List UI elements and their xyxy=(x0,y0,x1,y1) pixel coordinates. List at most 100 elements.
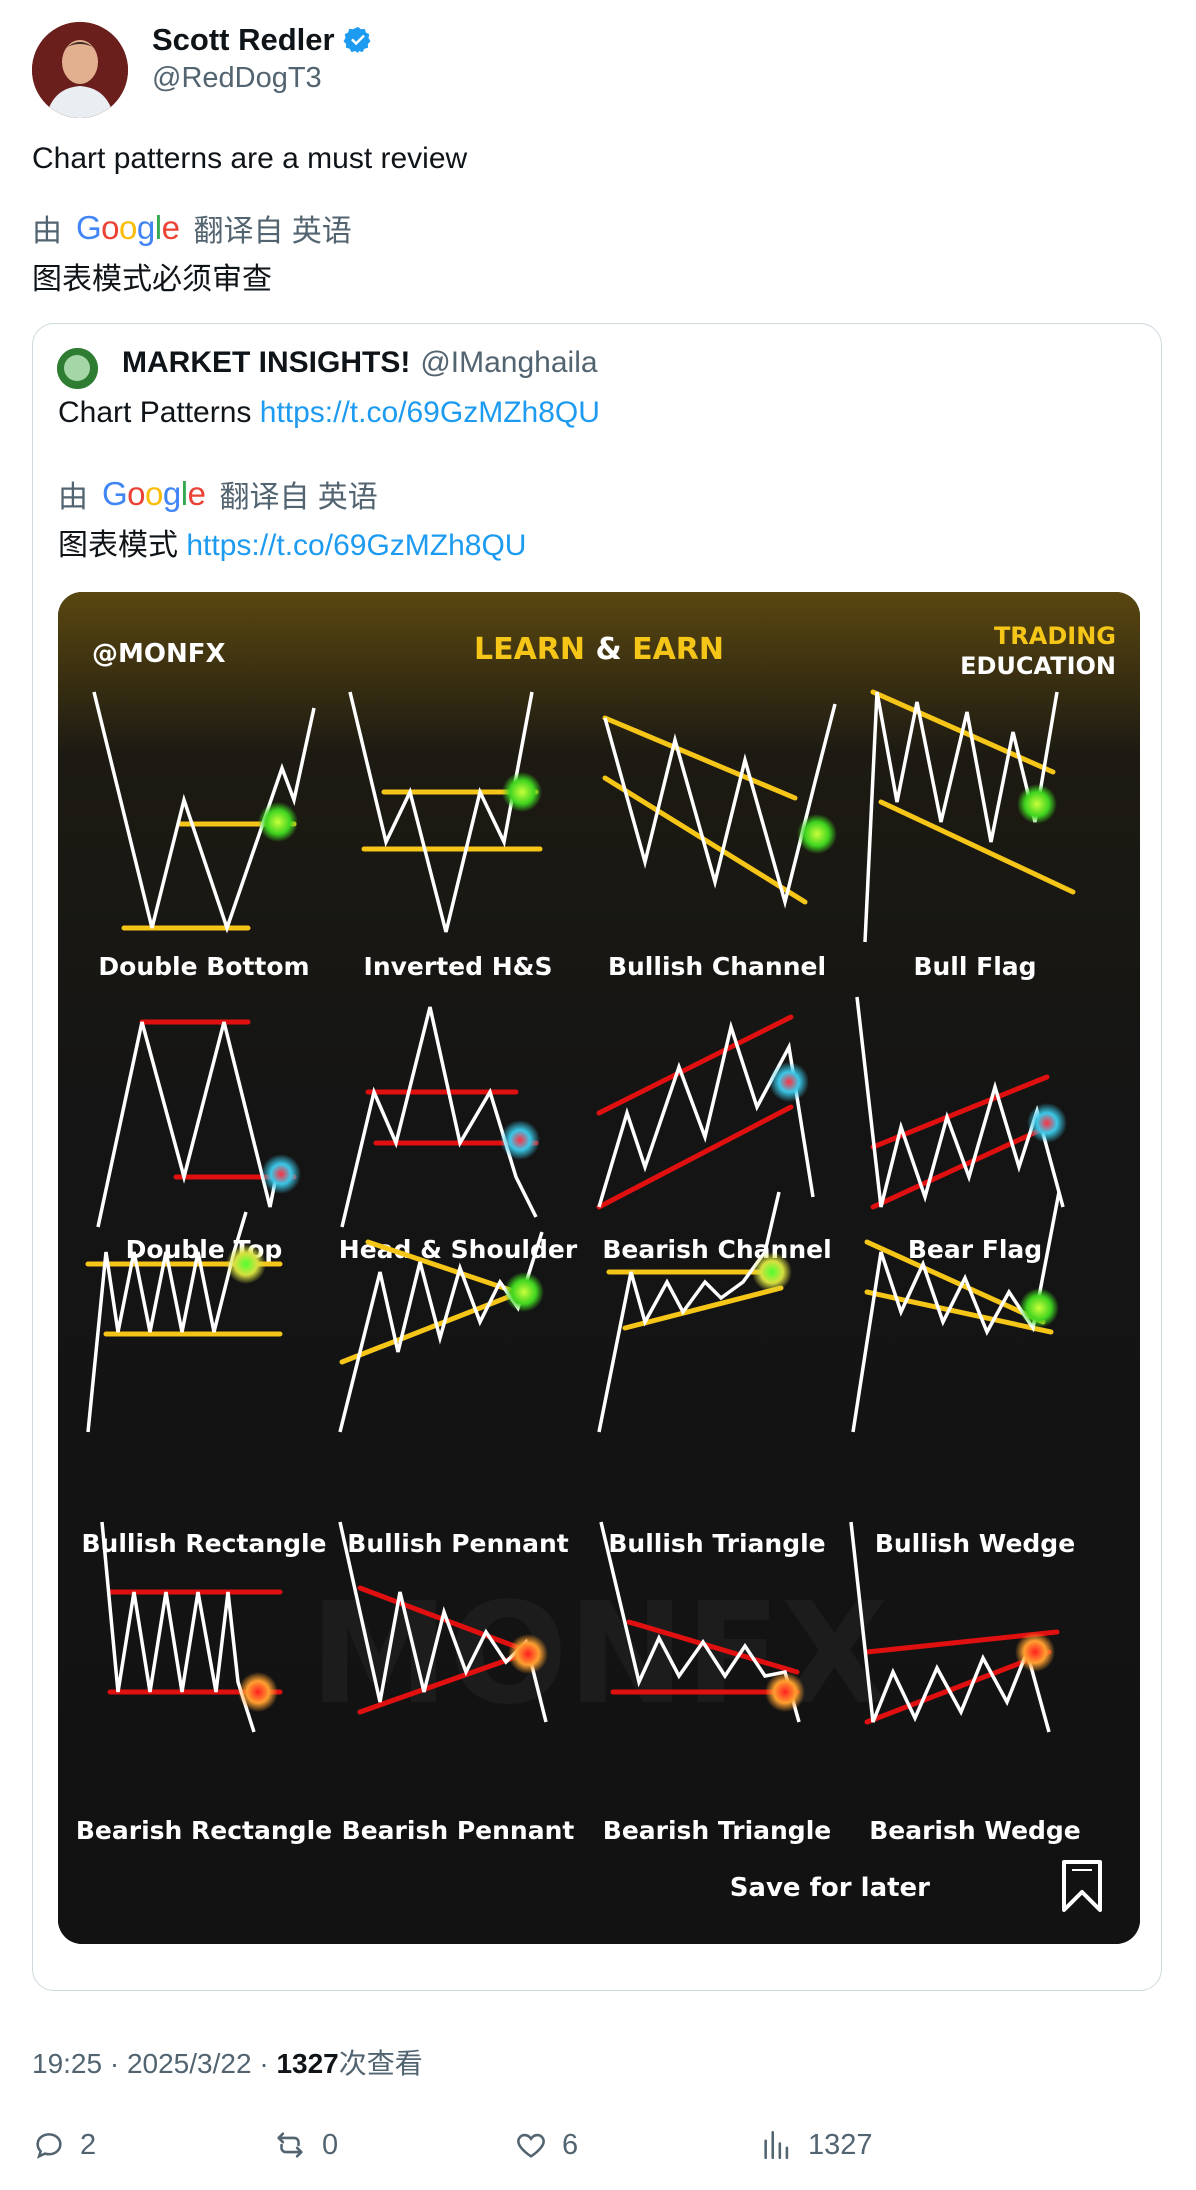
breakout-signal-icon xyxy=(769,1062,809,1102)
pattern-tile xyxy=(85,1211,283,1433)
price-path xyxy=(92,691,316,934)
pattern-level-line xyxy=(357,1585,533,1655)
pattern-label: Bearish Rectangle xyxy=(76,1816,332,1845)
pattern-tile xyxy=(340,1006,540,1228)
pattern-tile xyxy=(92,691,316,934)
price-path xyxy=(603,703,837,909)
pattern-level-line xyxy=(878,799,1076,895)
translated-text: 图表模式必须审查 xyxy=(32,263,272,296)
price-path xyxy=(86,1211,248,1433)
views-suffix: 次查看 xyxy=(338,2048,423,2079)
pattern-tile xyxy=(863,689,1076,943)
quoted-translate-suffix[interactable]: 翻译自 英语 xyxy=(219,481,378,514)
save-label: Save for later xyxy=(730,1873,930,1903)
pattern-label: Bullish Triangle xyxy=(608,1529,825,1558)
breakout-signal-icon xyxy=(261,1154,301,1194)
quoted-link[interactable]: https://t.co/69GzMZh8QU xyxy=(259,396,600,429)
translate-prefix: 由 xyxy=(32,215,62,248)
breakout-signal-icon xyxy=(504,1272,544,1312)
tweet-meta: 19:25 · 2025/3/22 · 1327次查看 xyxy=(32,2048,423,2079)
pattern-tile xyxy=(338,1521,548,1723)
breakout-signal-icon xyxy=(500,1120,540,1160)
view-count: 1327 xyxy=(276,2048,339,2079)
tweet-date[interactable]: 2025/3/22 xyxy=(126,2048,252,2079)
quoted-text: Chart Patterns xyxy=(58,396,252,429)
quoted-author-row: MARKET INSIGHTS! @IManghaila xyxy=(122,346,598,380)
pattern-level-line xyxy=(626,1619,800,1675)
quoted-translated-link[interactable]: https://t.co/69GzMZh8QU xyxy=(186,529,527,562)
pattern-level-line xyxy=(870,1074,1050,1150)
breakout-signal-icon xyxy=(1027,1103,1067,1143)
pattern-level-line xyxy=(864,1239,1046,1325)
price-path xyxy=(855,996,1065,1208)
tweet-text: Chart patterns are a must review xyxy=(32,142,468,175)
verified-badge-icon xyxy=(343,26,371,54)
retweet-button[interactable]: 0 xyxy=(272,2128,338,2162)
breakout-signal-icon xyxy=(258,802,298,842)
pattern-tile xyxy=(849,1521,1060,1733)
watermark: MONFX xyxy=(309,1573,888,1736)
pattern-grid: Double Bottom Inverted H&S Bullish Channel… xyxy=(76,689,1081,1845)
pattern-tile xyxy=(338,1231,544,1433)
pattern-level-line xyxy=(596,1104,794,1210)
breakout-signal-icon xyxy=(1017,784,1057,824)
tweet-time[interactable]: 19:25 xyxy=(32,2048,103,2079)
pattern-label: Bearish Channel xyxy=(602,1235,831,1264)
pattern-tile xyxy=(602,703,837,909)
headline-right: EARN xyxy=(632,632,724,667)
quoted-translate-prefix: 由 xyxy=(58,481,88,514)
price-path xyxy=(100,1521,256,1733)
translate-suffix[interactable]: 翻译自 英语 xyxy=(193,215,352,248)
pattern-level-line xyxy=(596,1014,794,1116)
pattern-label: Bearish Wedge xyxy=(869,1816,1081,1845)
views-button[interactable]: 1327 xyxy=(760,2128,873,2162)
breakout-signal-icon xyxy=(508,1634,548,1674)
pattern-tile xyxy=(596,1014,815,1210)
brand-label: @MONFX xyxy=(92,639,226,669)
google-logo: Google xyxy=(76,209,180,246)
pattern-tile xyxy=(599,1521,805,1723)
breakout-signal-icon xyxy=(797,814,837,854)
price-path xyxy=(96,1021,278,1228)
author-name[interactable]: Scott Redler xyxy=(152,22,335,57)
reply-button[interactable]: 2 xyxy=(32,2128,96,2162)
price-path xyxy=(599,1521,801,1723)
price-path xyxy=(863,691,1059,943)
pattern-label: Bearish Pennant xyxy=(342,1816,575,1845)
bookmark-icon xyxy=(1062,1860,1102,1912)
pattern-label: Bearish Triangle xyxy=(603,1816,831,1845)
price-path xyxy=(849,1521,1051,1733)
analytics-icon xyxy=(764,2130,789,2160)
pattern-tile xyxy=(96,1019,301,1228)
pattern-level-line xyxy=(870,1124,1050,1210)
price-path xyxy=(348,691,534,933)
author-avatar[interactable] xyxy=(32,22,128,118)
breakout-signal-icon xyxy=(502,772,542,812)
like-button[interactable]: 6 xyxy=(514,2128,578,2162)
heart-icon xyxy=(517,2133,545,2158)
headline-left: LEARN xyxy=(474,632,585,667)
corner-line2: EDUCATION xyxy=(960,652,1116,680)
reply-icon xyxy=(36,2133,62,2159)
pattern-tile xyxy=(348,691,543,933)
pattern-tile xyxy=(851,1191,1061,1433)
like-count: 6 xyxy=(562,2128,579,2161)
breakout-signal-icon xyxy=(1019,1288,1059,1328)
pattern-label: Bullish Rectangle xyxy=(81,1529,326,1558)
translation-attribution: 由 Google 翻译自 英语 xyxy=(32,206,352,250)
pattern-level-line xyxy=(602,715,798,801)
breakout-signal-icon xyxy=(1015,1632,1055,1672)
pattern-level-line xyxy=(365,1239,519,1295)
quoted-media-image[interactable]: MONFX @MONFX LEARN & EARN TRADING EDUCAT… xyxy=(58,592,1140,1944)
quoted-tweet-card[interactable] xyxy=(32,323,1162,1991)
pattern-level-line xyxy=(622,1285,784,1331)
quoted-text-row: Chart Patterns https://t.co/69GzMZh8QU xyxy=(58,396,600,430)
author-handle[interactable]: @RedDogT3 xyxy=(152,62,322,94)
breakout-signal-icon xyxy=(765,1672,805,1712)
pattern-label: Double Bottom xyxy=(98,952,309,981)
author-name-row: Scott Redler xyxy=(152,22,373,58)
google-logo: Google xyxy=(102,475,206,512)
pattern-label: Head & Shoulder xyxy=(339,1235,578,1264)
pattern-label: Bullish Channel xyxy=(608,952,826,981)
pattern-level-line xyxy=(602,775,808,905)
